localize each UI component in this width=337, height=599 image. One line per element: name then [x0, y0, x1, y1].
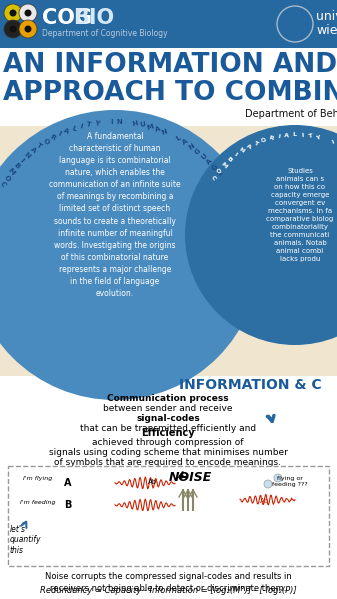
Text: univ: univ: [316, 10, 337, 23]
Text: N: N: [188, 143, 196, 150]
Text: M: M: [219, 161, 227, 170]
Text: I: I: [57, 131, 62, 137]
Text: T: T: [86, 121, 92, 128]
Text: achieved through compression of: achieved through compression of: [92, 438, 244, 447]
Text: flying or
feeding ???: flying or feeding ???: [272, 476, 308, 487]
Text: A: A: [182, 138, 189, 146]
Circle shape: [19, 4, 37, 22]
Text: A: A: [154, 125, 161, 133]
Text: N: N: [117, 119, 123, 125]
Text: Noise corrupts the compressed signal-codes and results in
receivers not being ab: Noise corrupts the compressed signal-cod…: [44, 572, 292, 593]
Text: Y: Y: [315, 135, 321, 141]
Text: signals using coding scheme that minimises number: signals using coding scheme that minimis…: [49, 448, 287, 457]
Text: N: N: [238, 147, 245, 154]
Text: Studies
animals can s
on how this co
capacity emerge
convergent ev
mechanisms. I: Studies animals can s on how this co cap…: [266, 168, 334, 262]
Text: Department of Cognitive Biology: Department of Cognitive Biology: [42, 29, 167, 38]
Text: between sender and receive: between sender and receive: [103, 404, 233, 413]
Text: NOISE: NOISE: [168, 471, 212, 484]
Text: C: C: [210, 174, 216, 181]
Text: AN INFORMATION AND C: AN INFORMATION AND C: [3, 52, 337, 78]
Circle shape: [25, 26, 31, 32]
Text: Communication process: Communication process: [107, 394, 229, 403]
Text: N: N: [161, 128, 169, 135]
Text: L: L: [71, 125, 77, 132]
Circle shape: [9, 26, 17, 32]
Text: B: B: [12, 162, 20, 170]
Text: Ab: Ab: [148, 479, 157, 485]
Text: B: B: [225, 156, 233, 164]
Text: E: E: [216, 170, 224, 177]
Text: R: R: [49, 134, 56, 141]
Text: T: T: [36, 142, 43, 150]
FancyBboxPatch shape: [0, 376, 337, 599]
Text: INFORMATION & C: INFORMATION & C: [179, 378, 321, 392]
Circle shape: [0, 110, 260, 400]
Text: I: I: [79, 123, 83, 129]
Text: O: O: [214, 168, 221, 175]
Text: A: A: [64, 478, 72, 488]
Circle shape: [264, 480, 272, 488]
Text: A: A: [284, 132, 289, 138]
Text: BIO: BIO: [73, 8, 114, 28]
Text: O: O: [42, 137, 50, 146]
Text: that can be transmitted efficiently and: that can be transmitted efficiently and: [80, 424, 256, 433]
Text: M: M: [146, 123, 154, 131]
Text: O: O: [2, 174, 11, 182]
Circle shape: [9, 10, 17, 17]
FancyBboxPatch shape: [0, 48, 337, 126]
Text: U: U: [139, 122, 146, 128]
FancyBboxPatch shape: [8, 466, 329, 566]
Text: Ab: Ab: [261, 498, 270, 504]
Text: APPROACH TO COMBINATO: APPROACH TO COMBINATO: [3, 80, 337, 106]
Text: A: A: [63, 128, 70, 135]
Text: M: M: [7, 167, 16, 177]
Text: A: A: [206, 158, 214, 165]
Text: Y: Y: [94, 120, 99, 126]
Text: R: R: [268, 135, 274, 141]
Circle shape: [19, 20, 37, 38]
Text: N: N: [23, 151, 31, 159]
Text: G: G: [194, 147, 202, 155]
FancyBboxPatch shape: [0, 126, 337, 376]
Text: wie: wie: [316, 24, 337, 37]
Text: L: L: [293, 132, 297, 138]
Text: COG: COG: [42, 8, 92, 28]
Text: Redundancy = Capacity - Information = [log₂(M°)] - [-log₂(P)]: Redundancy = Capacity - Information = [l…: [40, 586, 296, 595]
Text: T: T: [308, 134, 313, 139]
FancyBboxPatch shape: [0, 0, 337, 48]
Text: I'm flying: I'm flying: [23, 476, 53, 481]
Text: I: I: [277, 134, 280, 139]
Text: H: H: [132, 120, 138, 127]
Text: O: O: [260, 137, 267, 143]
Circle shape: [4, 4, 22, 22]
Circle shape: [4, 20, 22, 38]
Circle shape: [185, 125, 337, 345]
Text: A fundamental
characteristic of human
language is its combinatorial
nature, whic: A fundamental characteristic of human la…: [49, 132, 181, 298]
Text: I: I: [19, 158, 25, 164]
Text: Efficiency: Efficiency: [141, 428, 195, 438]
Text: C: C: [0, 181, 6, 188]
Text: I: I: [331, 140, 335, 146]
Text: Department of Behaviora: Department of Behaviora: [245, 109, 337, 119]
Text: A: A: [29, 146, 37, 154]
Text: I: I: [301, 133, 304, 138]
Text: signal-codes: signal-codes: [136, 414, 200, 423]
Circle shape: [25, 10, 31, 17]
Text: I: I: [233, 152, 238, 158]
Text: B: B: [64, 500, 72, 510]
Text: G: G: [211, 163, 219, 171]
Text: of symbols that are required to encode meanings.: of symbols that are required to encode m…: [55, 458, 281, 467]
Text: I'm feeding: I'm feeding: [20, 500, 56, 505]
Text: let's
quantify
this: let's quantify this: [10, 525, 41, 555]
Circle shape: [274, 474, 282, 482]
Text: U: U: [200, 152, 208, 161]
Text: L: L: [176, 135, 182, 142]
Text: A: A: [245, 143, 252, 150]
Text: T: T: [253, 140, 258, 146]
Text: I: I: [111, 119, 113, 125]
